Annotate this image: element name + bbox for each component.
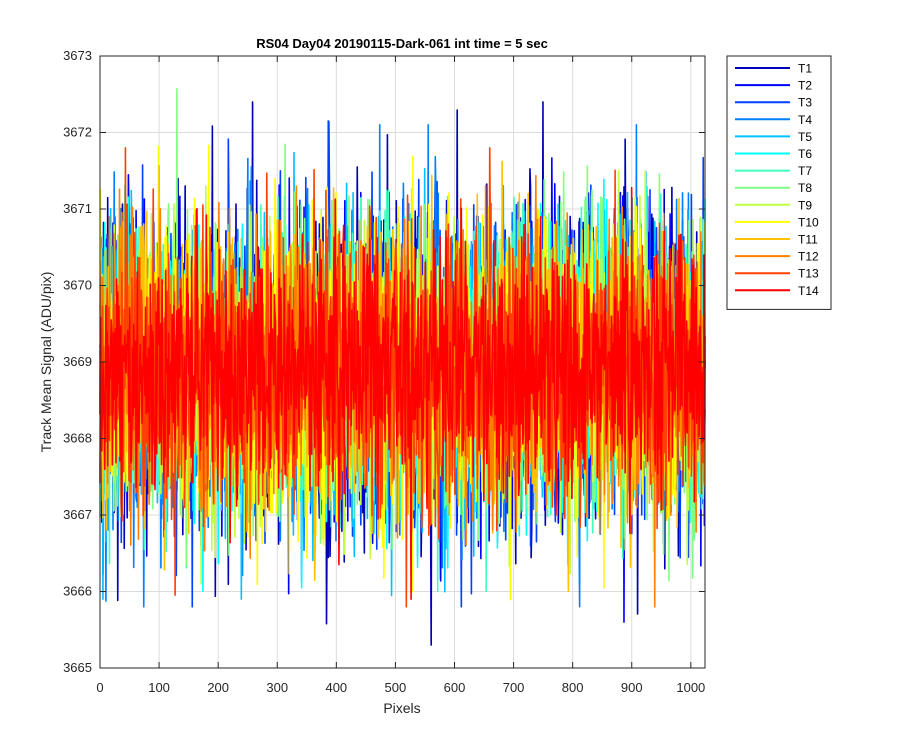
legend-label-t7: T7 [798,164,812,178]
legend-label-t12: T12 [798,250,819,264]
legend-box [726,55,832,310]
y-tick-label-5: 3670 [63,278,92,293]
y-tick-label-2: 3667 [63,507,92,522]
legend-label-t10: T10 [798,215,819,229]
legend-label-t2: T2 [798,79,812,93]
legend-label-t1: T1 [798,62,812,76]
y-tick-label-4: 3669 [63,354,92,369]
y-tick-label-1: 3666 [63,584,92,599]
x-tick-label-1: 100 [148,680,170,695]
x-tick-label-7: 700 [503,680,525,695]
legend-label-t11: T11 [798,233,818,247]
legend-label-t8: T8 [798,181,812,195]
axis-ticks: 0 100 200 300 400 500 600 700 800 900 1000 3665 3666… [63,48,705,695]
x-tick-label-4: 400 [325,680,347,695]
x-tick-label-9: 900 [621,680,643,695]
series-lines [99,88,706,646]
x-tick-label-8: 800 [562,680,584,695]
series-line-t14 [99,186,706,600]
y-tick-label-6: 3671 [63,201,92,216]
x-axis-label: Pixels [383,700,420,716]
x-tick-label-10: 1000 [676,680,705,695]
x-tick-label-0: 0 [96,680,103,695]
legend-label-t4: T4 [798,113,812,127]
x-tick-label-6: 600 [444,680,466,695]
chart-title: RS04 Day04 20190115-Dark-061 int time = … [256,36,548,51]
legend-label-t3: T3 [798,96,812,110]
legend[interactable]: T1 T2 T3 T4 T5 T6 T7 T8 T9 T10 T11 T12 T13 T14 [726,55,832,310]
x-tick-label-3: 300 [266,680,288,695]
y-tick-label-8: 3673 [63,48,92,63]
y-tick-label-3: 3668 [63,431,92,446]
legend-label-t9: T9 [798,198,812,212]
legend-label-t13: T13 [798,267,819,281]
x-tick-label-2: 200 [207,680,229,695]
legend-label-t5: T5 [798,130,812,144]
y-tick-label-0: 3665 [63,660,92,675]
legend-label-t6: T6 [798,147,812,161]
legend-label-t14: T14 [798,284,819,298]
x-tick-label-5: 500 [385,680,407,695]
y-axis-label: Track Mean Signal (ADU/pix) [38,272,54,453]
y-tick-label-7: 3672 [63,125,92,140]
